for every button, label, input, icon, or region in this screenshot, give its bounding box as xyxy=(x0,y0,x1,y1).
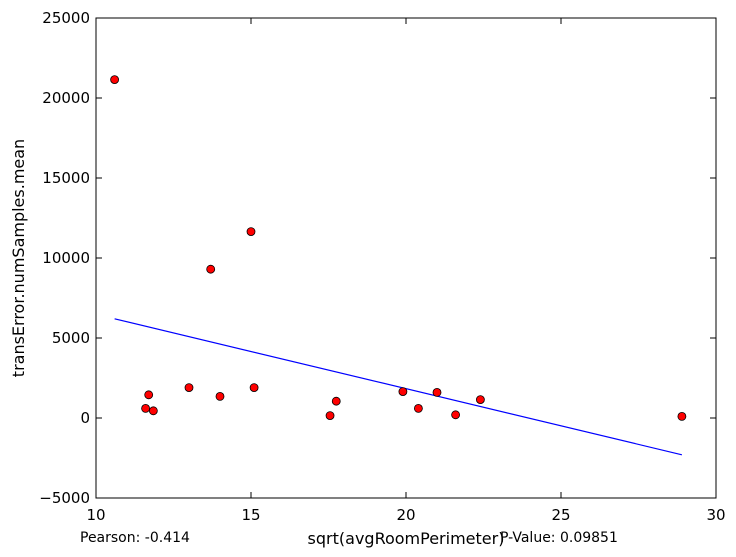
x-tick-label: 25 xyxy=(551,506,570,524)
y-tick-label: 20000 xyxy=(42,89,90,107)
y-tick-label: −5000 xyxy=(39,489,90,507)
data-point xyxy=(475,395,485,405)
y-tick-label: 25000 xyxy=(42,9,90,27)
data-point xyxy=(206,264,216,274)
data-point xyxy=(398,387,408,397)
data-point xyxy=(246,227,256,237)
axis-tick-labels: 10 15 20 25 30 −5000 0 5000 10000 15000 20000 25000 xyxy=(39,9,725,524)
regression-line xyxy=(114,318,683,456)
data-point xyxy=(432,387,442,397)
y-tick-label: 15000 xyxy=(42,169,90,187)
plot-area xyxy=(96,18,716,498)
data-point xyxy=(184,383,194,393)
pearson-annotation: Pearson: -0.414 xyxy=(80,530,190,546)
data-point xyxy=(144,390,154,400)
y-axis-label: transError.numSamples.mean xyxy=(9,139,28,377)
y-tick-label: 5000 xyxy=(52,329,90,347)
data-point xyxy=(331,396,341,406)
y-tick-label: 10000 xyxy=(42,249,90,267)
data-point xyxy=(141,403,151,413)
x-tick-label: 30 xyxy=(706,506,725,524)
data-point xyxy=(110,75,119,84)
data-point xyxy=(677,411,687,421)
data-point xyxy=(325,411,335,421)
data-point xyxy=(413,403,423,413)
data-points xyxy=(110,75,687,421)
y-tick-label: 0 xyxy=(80,409,90,427)
data-point xyxy=(148,406,158,416)
x-tick-label: 15 xyxy=(241,506,260,524)
x-axis-label: sqrt(avgRoomPerimeter) xyxy=(308,529,505,548)
data-point xyxy=(249,383,259,393)
plot-frame xyxy=(95,17,717,499)
pvalue-annotation: P-Value: 0.09851 xyxy=(500,530,618,546)
data-point xyxy=(451,410,461,420)
x-tick-label: 20 xyxy=(396,506,415,524)
data-point xyxy=(215,391,225,401)
x-tick-label: 10 xyxy=(86,506,105,524)
